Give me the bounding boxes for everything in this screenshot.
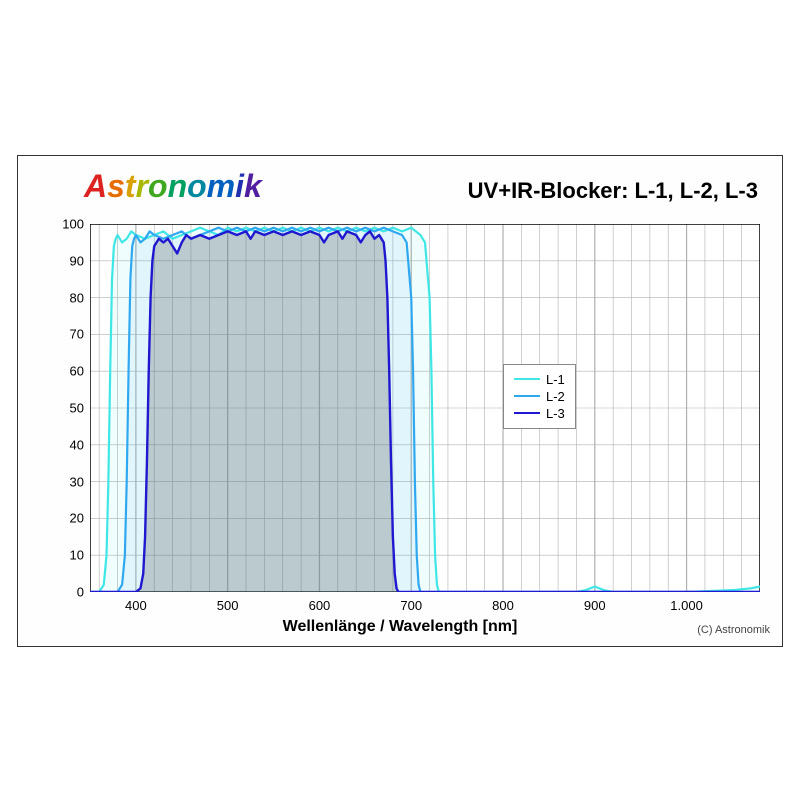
y-tick-label: 60 (54, 364, 84, 379)
plot-area: L-1 L-2 L-3 (90, 224, 760, 592)
x-tick-label: 1.000 (670, 598, 703, 613)
y-tick-label: 70 (54, 327, 84, 342)
y-tick-label: 20 (54, 511, 84, 526)
legend-label: L-2 (546, 389, 565, 404)
legend-item: L-2 (514, 388, 565, 405)
chart-svg (90, 224, 760, 592)
legend-swatch (514, 412, 540, 414)
y-tick-label: 50 (54, 401, 84, 416)
y-tick-label: 100 (54, 217, 84, 232)
x-axis-label: Wellenlänge / Wavelength [nm] (18, 618, 782, 636)
x-tick-label: 500 (217, 598, 239, 613)
legend-swatch (514, 395, 540, 397)
x-tick-label: 700 (400, 598, 422, 613)
y-tick-label: 10 (54, 548, 84, 563)
legend-item: L-1 (514, 371, 565, 388)
x-tick-label: 900 (584, 598, 606, 613)
brand-logo: Astronomik (84, 168, 262, 205)
x-tick-label: 800 (492, 598, 514, 613)
y-tick-label: 0 (54, 585, 84, 600)
chart-frame: Astronomik UV+IR-Blocker: L-1, L-2, L-3 … (17, 155, 783, 647)
y-tick-label: 90 (54, 253, 84, 268)
legend-label: L-1 (546, 372, 565, 387)
x-tick-label: 400 (125, 598, 147, 613)
y-tick-label: 80 (54, 290, 84, 305)
x-tick-label: 600 (309, 598, 331, 613)
legend-item: L-3 (514, 405, 565, 422)
y-tick-label: 40 (54, 437, 84, 452)
chart-title: UV+IR-Blocker: L-1, L-2, L-3 (468, 178, 758, 204)
legend-swatch (514, 378, 540, 380)
legend-label: L-3 (546, 406, 565, 421)
legend-box: L-1 L-2 L-3 (503, 364, 576, 429)
copyright-text: (C) Astronomik (697, 624, 770, 636)
y-tick-label: 30 (54, 474, 84, 489)
